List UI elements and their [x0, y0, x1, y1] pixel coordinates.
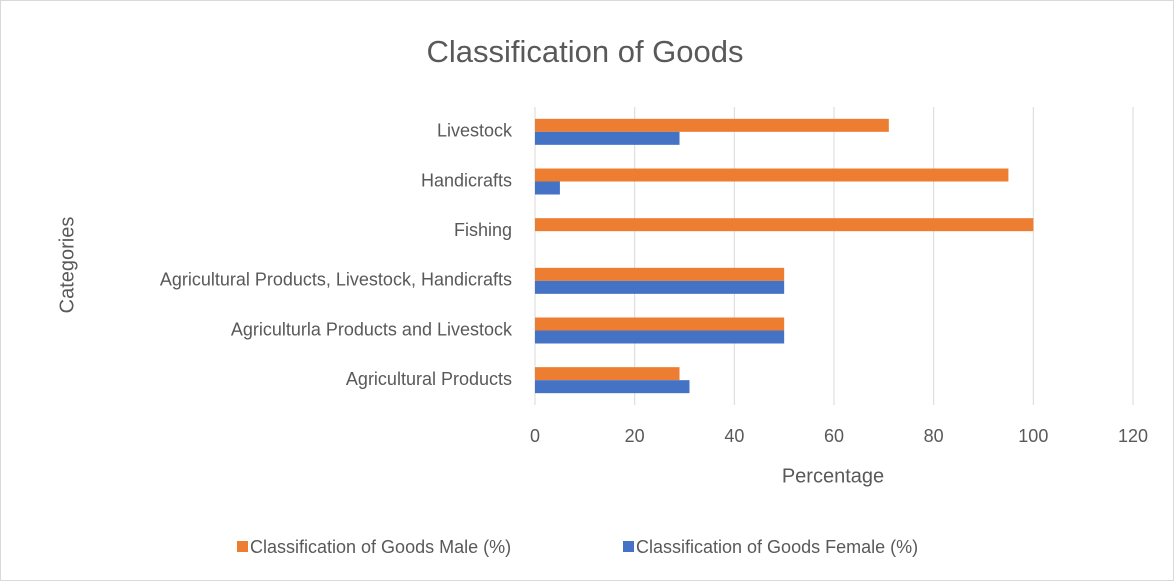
y-tick-label: Agriculturla Products and Livestock	[231, 319, 513, 339]
legend-swatch	[623, 541, 634, 552]
bar	[535, 330, 785, 344]
x-tick-label: 60	[824, 426, 844, 446]
legend-label: Classification of Goods Male (%)	[250, 537, 511, 557]
x-tick-label: 0	[530, 426, 540, 446]
y-axis-label: Categories	[56, 217, 78, 314]
bar	[535, 131, 680, 145]
bar	[535, 317, 785, 331]
y-tick-label: Agricultural Products	[346, 369, 512, 389]
x-tick-label: 40	[724, 426, 744, 446]
x-tick-label: 80	[924, 426, 944, 446]
x-tick-label: 20	[625, 426, 645, 446]
bar	[535, 267, 785, 281]
bar	[535, 118, 889, 132]
x-axis-label: Percentage	[782, 465, 884, 487]
legend-swatch	[237, 541, 248, 552]
legend-label: Classification of Goods Female (%)	[636, 537, 918, 557]
y-tick-label: Fishing	[454, 220, 512, 240]
y-tick-label: Livestock	[437, 121, 513, 141]
bar	[535, 218, 1034, 232]
bar	[535, 168, 1009, 182]
y-tick-label: Agricultural Products, Livestock, Handic…	[160, 270, 512, 290]
bar	[535, 181, 560, 195]
bar	[535, 367, 680, 381]
y-tick-label: Handicrafts	[421, 170, 512, 190]
x-tick-label: 100	[1018, 426, 1048, 446]
x-tick-label: 120	[1118, 426, 1148, 446]
bar	[535, 380, 690, 394]
bar	[535, 280, 785, 294]
chart-title: Classification of Goods	[426, 34, 743, 69]
